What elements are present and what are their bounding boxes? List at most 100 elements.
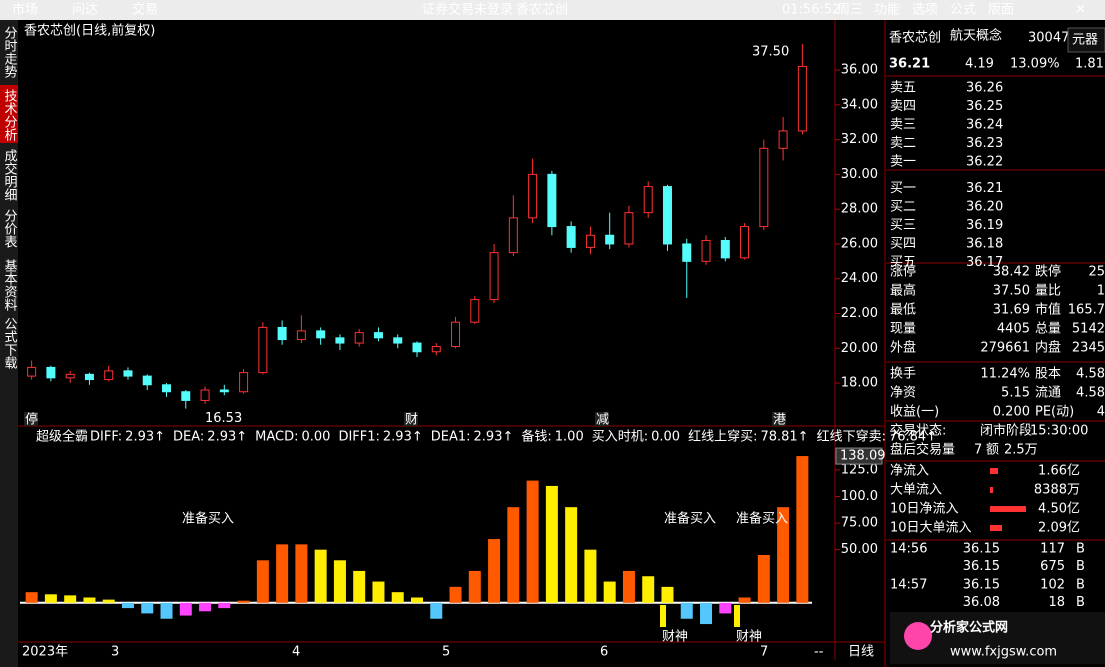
indicator-bar <box>237 600 250 603</box>
flow-value: 2.09亿 <box>1038 521 1080 536</box>
book-label: 买三 <box>890 218 916 233</box>
trade-volume: 102 <box>1040 578 1065 593</box>
candle-body <box>162 384 172 393</box>
candle-body <box>296 330 306 341</box>
flow-bar <box>990 506 1026 512</box>
stat-label: 换手 <box>890 367 916 382</box>
logo-icon <box>904 622 932 650</box>
indicator-bar <box>738 597 751 603</box>
status-text: 15:30:00 <box>1030 424 1088 439</box>
stat-value: 31.69 <box>993 303 1030 318</box>
stat-value: 0.200 <box>993 405 1030 420</box>
y-tick-label: 28.00 <box>841 202 878 217</box>
flow-label: 大单流入 <box>890 483 942 498</box>
side-tab[interactable]: 公式下载 <box>2 317 18 370</box>
legend-value: 2.93↑ <box>383 430 423 445</box>
y-tick-label: 125.0 <box>841 462 878 477</box>
legend-label: 红线上穿买: <box>688 429 757 445</box>
indicator-bar <box>64 595 77 603</box>
indicator-bar <box>179 602 192 616</box>
side-tab[interactable]: 成交明细 <box>2 149 18 201</box>
stock-code: 300475 <box>1028 31 1078 46</box>
book-price: 36.24 <box>966 118 1003 133</box>
signal-label: 财神 <box>662 630 688 645</box>
change: 4.19 <box>965 57 994 72</box>
legend-value: 0.00 <box>302 430 331 445</box>
event-label: 财 <box>405 413 418 428</box>
legend-value: 2.93↑ <box>207 430 247 445</box>
clock: 01:56:52 <box>782 3 840 18</box>
legend-value: 0.00 <box>651 430 680 445</box>
stat-label: 量比 <box>1035 284 1061 299</box>
y-tick-label: 50.00 <box>841 542 878 557</box>
candle-body <box>624 212 634 245</box>
book-label: 卖三 <box>890 118 916 133</box>
candle-body <box>393 337 403 344</box>
indicator-bar <box>584 549 597 603</box>
side-tab[interactable]: 分时走势 <box>2 26 18 79</box>
event-marker <box>595 412 609 426</box>
logo-url: www.fxjgsw.com <box>950 645 1057 660</box>
menu-item[interactable]: 市场 <box>12 2 38 18</box>
tool-item[interactable]: 版面 <box>988 3 1014 18</box>
indicator-bar <box>757 554 770 603</box>
sidebar <box>0 20 18 667</box>
indicator-bar <box>545 485 558 603</box>
trade-price: 36.15 <box>963 559 1000 574</box>
menu-item[interactable]: 交易 <box>132 2 158 18</box>
menu-item[interactable]: 问达 <box>72 3 98 18</box>
tool-item[interactable]: 功能 <box>874 3 900 18</box>
tab-box[interactable] <box>1067 27 1105 53</box>
y-tick-label: 26.00 <box>841 236 878 251</box>
indicator-bar <box>565 507 578 603</box>
stat-value: 5142 <box>1072 322 1105 337</box>
legend-label: 备钱: <box>521 429 551 445</box>
indicator-bar <box>25 592 38 603</box>
period-label[interactable]: 日线 <box>848 645 874 660</box>
tool-item[interactable]: 选项 <box>912 3 938 18</box>
stat-label: PE(动) <box>1035 405 1074 420</box>
y-tick-label: 30.00 <box>841 167 878 182</box>
book-label: 买一 <box>890 181 916 196</box>
trade-side: B <box>1076 542 1085 557</box>
trade-time: 14:56 <box>890 542 927 557</box>
tab-value: 1.81 <box>1075 57 1104 72</box>
book-label: 买四 <box>890 237 916 252</box>
indicator-bar <box>295 544 308 603</box>
indicator-bar <box>411 597 423 603</box>
tool-item[interactable]: 公式 <box>950 3 976 18</box>
flow-label: 10日净流入 <box>890 502 959 517</box>
stat-label: 现量 <box>890 322 916 337</box>
side-tab[interactable]: 元器 <box>1072 33 1098 48</box>
indicator-bar <box>468 570 481 603</box>
high-annotation: 37.50 <box>752 44 789 59</box>
legend-label: 红线下穿卖: <box>817 429 886 445</box>
trade-price: 36.15 <box>963 578 1000 593</box>
indicator-bar <box>372 581 385 603</box>
status-text: 闭市阶段 <box>980 423 1032 439</box>
indicator-bar <box>526 480 539 603</box>
candle-body <box>219 389 229 393</box>
active-tab <box>0 85 18 143</box>
side-tab[interactable]: 技术分析 <box>2 89 18 141</box>
stat-value: 5.15 <box>1001 386 1030 401</box>
event-label: 港 <box>773 413 786 428</box>
x-tick-label: 6 <box>600 645 608 660</box>
close-button[interactable]: ✕ <box>1075 3 1086 18</box>
stat-label: 外盘 <box>890 340 916 356</box>
side-tab[interactable]: 分价表 <box>2 209 18 248</box>
legend-value: 1.00 <box>555 430 584 445</box>
book-label: 卖二 <box>890 136 916 151</box>
indicator-bar <box>777 507 790 603</box>
candle-body <box>431 346 441 353</box>
candle-body <box>84 373 94 381</box>
y-tick-label: 100.0 <box>841 489 878 504</box>
concept: 航天概念 <box>950 28 1002 44</box>
book-price: 36.23 <box>966 136 1003 151</box>
flow-label: 10日大单流入 <box>890 521 972 536</box>
stat-label: 股本 <box>1035 367 1061 382</box>
y-tick-label: 24.00 <box>841 271 878 286</box>
stat-value: 4.58 <box>1076 367 1105 382</box>
side-tab[interactable]: 基本资料 <box>2 259 18 311</box>
indicator-bar <box>83 597 96 603</box>
